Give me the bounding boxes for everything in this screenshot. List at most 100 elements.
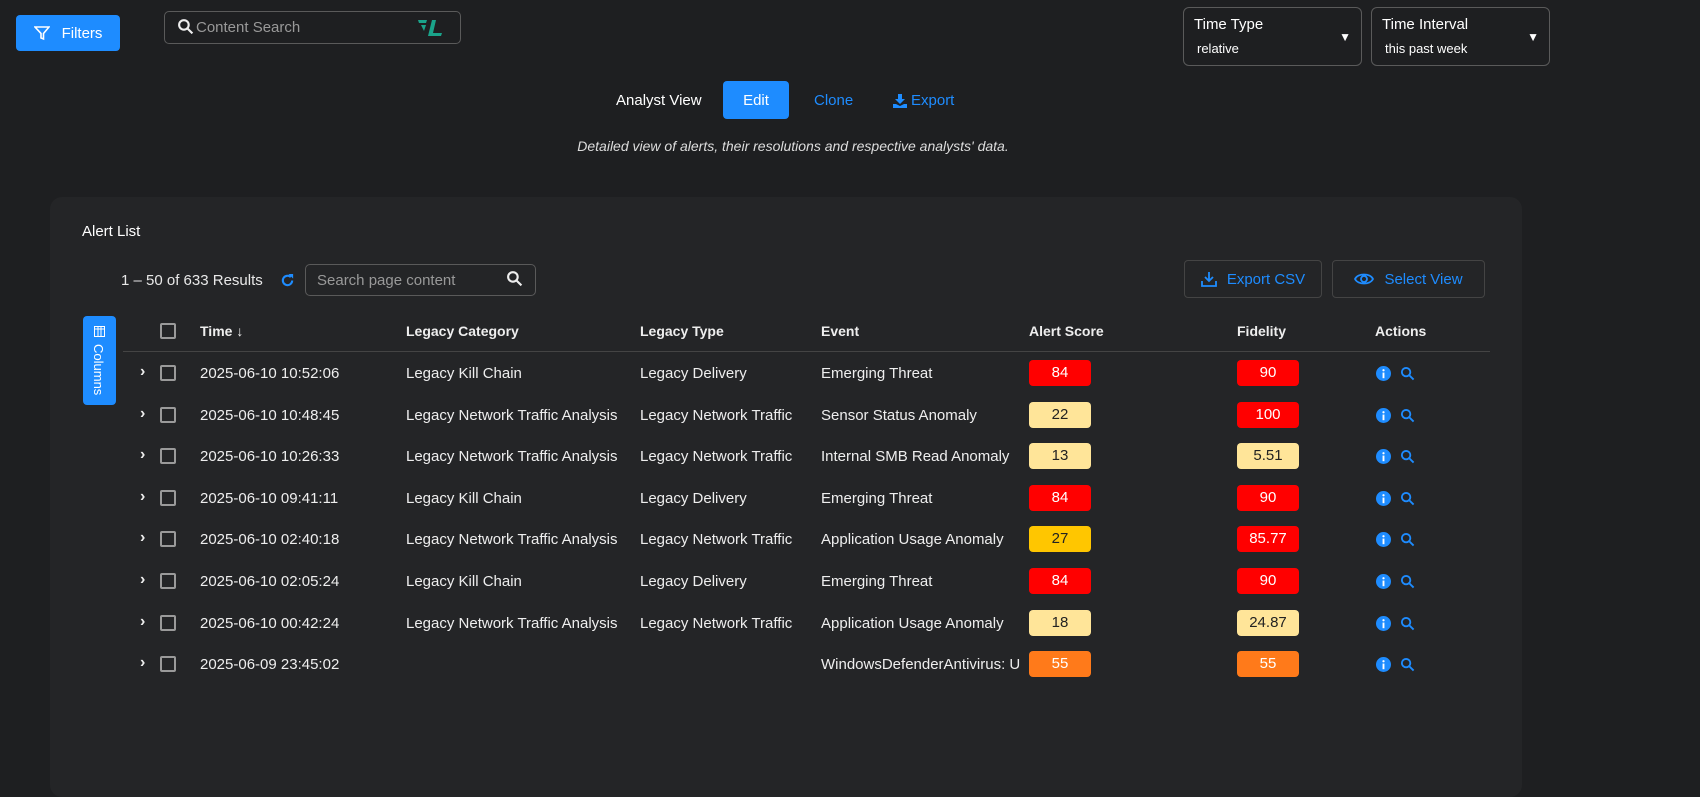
- search-icon[interactable]: [1400, 532, 1415, 547]
- type-cell: Legacy Delivery: [640, 489, 747, 507]
- header-time-label: Time: [200, 323, 233, 339]
- row-checkbox[interactable]: [160, 531, 176, 548]
- search-icon[interactable]: [1400, 366, 1415, 381]
- header-divider: [123, 351, 1490, 352]
- table-row[interactable]: › 2025-06-10 10:26:33 Legacy Network Tra…: [0, 436, 1700, 477]
- row-checkbox[interactable]: [160, 448, 176, 465]
- search-icon: [507, 271, 523, 287]
- header-legacy-type[interactable]: Legacy Type: [640, 323, 724, 339]
- event-cell: Emerging Threat: [821, 489, 933, 507]
- expand-chevron-icon[interactable]: ›: [140, 487, 146, 505]
- content-search-input[interactable]: Content Search: [164, 11, 461, 44]
- fidelity-badge: 85.77: [1237, 526, 1299, 553]
- table-row[interactable]: › 2025-06-10 02:40:18 Legacy Network Tra…: [0, 519, 1700, 560]
- search-icon[interactable]: [1400, 449, 1415, 464]
- event-cell: Internal SMB Read Anomaly: [821, 448, 1010, 466]
- columns-label: Columns: [91, 344, 106, 396]
- edit-button[interactable]: Edit: [723, 81, 789, 119]
- expand-chevron-icon[interactable]: ›: [140, 654, 146, 672]
- row-checkbox[interactable]: [160, 656, 176, 673]
- search-icon[interactable]: [1400, 657, 1415, 672]
- search-placeholder: Content Search: [196, 19, 301, 36]
- download-icon: [1200, 272, 1217, 287]
- fidelity-badge: 100: [1237, 401, 1299, 428]
- alert-score-badge: 55: [1029, 651, 1091, 678]
- row-checkbox[interactable]: [160, 573, 176, 589]
- select-all-checkbox[interactable]: [160, 323, 176, 339]
- alert-list-title: Alert List: [82, 223, 141, 240]
- expand-chevron-icon[interactable]: ›: [140, 363, 146, 380]
- search-icon[interactable]: [1400, 574, 1415, 589]
- header-alert-score[interactable]: Alert Score: [1029, 323, 1104, 339]
- row-checkbox[interactable]: [160, 614, 176, 631]
- clone-button[interactable]: Clone: [814, 92, 854, 109]
- info-icon[interactable]: [1376, 449, 1391, 465]
- time-interval-select[interactable]: Time Interval this past week ▼: [1371, 7, 1550, 66]
- time-interval-label: Time Interval: [1382, 16, 1469, 33]
- table-row[interactable]: › 2025-06-10 09:41:11 Legacy Kill Chain …: [0, 478, 1700, 519]
- filters-label: Filters: [61, 24, 103, 42]
- fidelity-badge: 90: [1237, 568, 1299, 594]
- select-view-button[interactable]: Select View: [1332, 260, 1485, 298]
- search-icon[interactable]: [1400, 616, 1415, 631]
- category-cell: Legacy Network Traffic Analysis: [406, 614, 618, 632]
- time-interval-value: this past week: [1385, 41, 1468, 56]
- header-time[interactable]: Time ↓: [200, 323, 243, 339]
- info-icon[interactable]: [1376, 407, 1391, 423]
- table-row[interactable]: › 2025-06-09 23:45:02 WindowsDefenderAnt…: [0, 644, 1700, 685]
- info-icon[interactable]: [1376, 615, 1391, 631]
- alert-score-badge: 84: [1029, 360, 1091, 386]
- alert-score-badge: 13: [1029, 443, 1091, 470]
- fidelity-badge: 90: [1237, 484, 1299, 511]
- fidelity-badge: 24.87: [1237, 609, 1299, 636]
- time-type-value: relative: [1197, 41, 1239, 56]
- page-search-placeholder: Search page content: [317, 272, 456, 289]
- time-type-select[interactable]: Time Type relative ▼: [1183, 7, 1362, 66]
- export-label: Export: [911, 92, 955, 109]
- info-icon[interactable]: [1376, 490, 1391, 506]
- info-icon[interactable]: [1376, 366, 1391, 381]
- table-row[interactable]: › 2025-06-10 10:52:06 Legacy Kill Chain …: [0, 353, 1700, 394]
- header-legacy-category[interactable]: Legacy Category: [406, 323, 519, 339]
- expand-chevron-icon[interactable]: ›: [140, 529, 146, 547]
- expand-chevron-icon[interactable]: ›: [140, 446, 146, 464]
- search-icon: [178, 19, 194, 35]
- time-cell: 2025-06-10 02:05:24: [200, 573, 340, 590]
- header-event[interactable]: Event: [821, 323, 860, 339]
- filters-button[interactable]: Filters: [16, 15, 120, 51]
- alert-score-badge: 84: [1029, 568, 1091, 594]
- columns-toggle-button[interactable]: Columns: [83, 316, 116, 405]
- search-icon[interactable]: [1400, 408, 1415, 423]
- header-fidelity[interactable]: Fidelity: [1237, 323, 1287, 339]
- expand-chevron-icon[interactable]: ›: [140, 612, 146, 630]
- table-row[interactable]: › 2025-06-10 10:48:45 Legacy Network Tra…: [0, 395, 1700, 436]
- table-row[interactable]: › 2025-06-10 02:05:24 Legacy Kill Chain …: [0, 561, 1700, 602]
- export-button[interactable]: Export: [893, 92, 954, 109]
- eye-icon: [1354, 273, 1375, 285]
- view-title: Analyst View: [616, 92, 702, 109]
- expand-chevron-icon[interactable]: ›: [140, 571, 146, 588]
- row-checkbox[interactable]: [160, 365, 176, 381]
- time-type-label: Time Type: [1194, 16, 1264, 33]
- fidelity-badge: 90: [1237, 360, 1299, 386]
- export-csv-button[interactable]: Export CSV: [1184, 260, 1322, 298]
- row-checkbox[interactable]: [160, 406, 176, 423]
- type-cell: Legacy Network Traffic: [640, 614, 793, 632]
- info-icon[interactable]: [1376, 574, 1391, 589]
- info-icon[interactable]: [1376, 532, 1391, 548]
- columns-icon: [94, 326, 105, 337]
- page-search-input[interactable]: Search page content: [305, 264, 536, 296]
- refresh-icon[interactable]: [280, 273, 295, 288]
- time-cell: 2025-06-10 00:42:24: [200, 614, 340, 632]
- search-icon[interactable]: [1400, 491, 1415, 506]
- expand-chevron-icon[interactable]: ›: [140, 404, 146, 422]
- category-cell: Legacy Kill Chain: [406, 365, 522, 382]
- type-cell: Legacy Network Traffic: [640, 406, 793, 424]
- info-icon[interactable]: [1376, 657, 1391, 673]
- view-description: Detailed view of alerts, their resolutio…: [577, 138, 1009, 154]
- table-row[interactable]: › 2025-06-10 00:42:24 Legacy Network Tra…: [0, 603, 1700, 644]
- row-checkbox[interactable]: [160, 489, 176, 506]
- event-cell: Emerging Threat: [821, 573, 933, 590]
- alert-score-badge: 84: [1029, 484, 1091, 511]
- alert-score-badge: 27: [1029, 526, 1091, 553]
